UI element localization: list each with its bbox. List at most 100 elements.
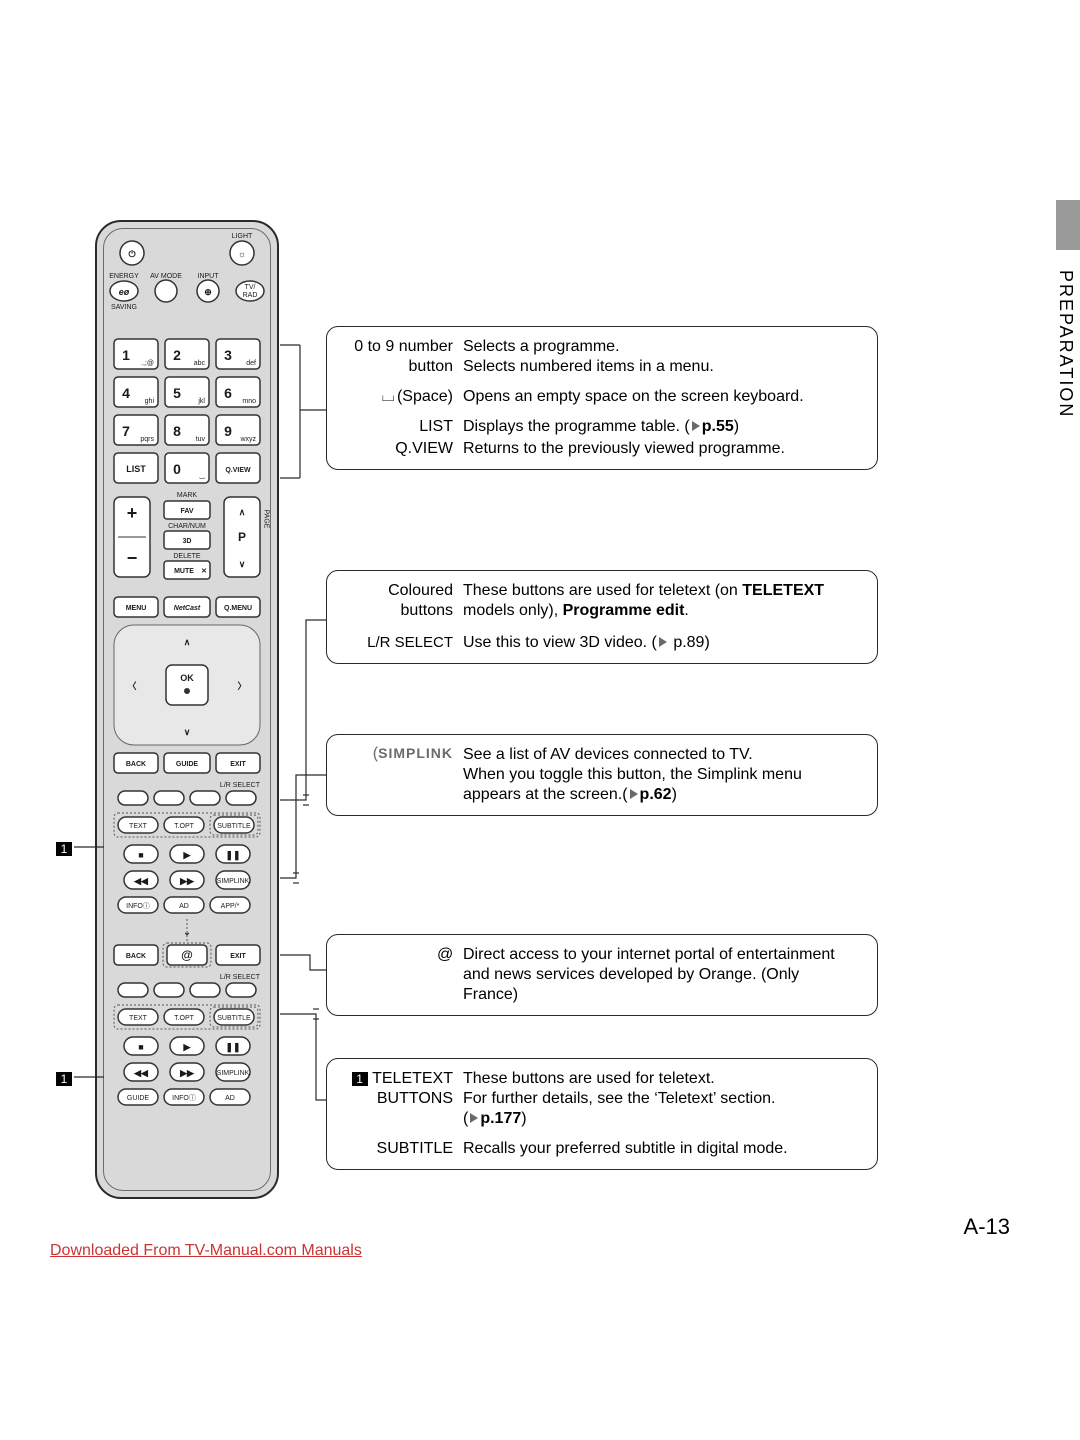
svg-text:✕: ✕ xyxy=(201,568,207,575)
callout-badge-1a: 1 xyxy=(56,840,72,858)
svg-text:▶▶: ▶▶ xyxy=(179,1068,195,1078)
svg-text:3: 3 xyxy=(224,347,232,363)
svg-text:3D: 3D xyxy=(183,538,192,545)
svg-text:BACK: BACK xyxy=(126,761,146,768)
list-desc: Displays the programme table. (p.55) xyxy=(463,417,739,437)
green-key xyxy=(154,791,184,805)
simplink-label: (SIMPLINK xyxy=(337,745,463,763)
svg-text:SIMPLINK: SIMPLINK xyxy=(217,1070,250,1077)
lrselect-label: L/R SELECT xyxy=(337,633,463,653)
teletext-label: 1 TELETEXT BUTTONS xyxy=(337,1069,463,1109)
svg-text:jkl: jkl xyxy=(197,398,205,405)
svg-text:EXIT: EXIT xyxy=(230,953,246,960)
svg-text:pqrs: pqrs xyxy=(140,436,154,443)
coloured-desc: These buttons are used for teletext (on … xyxy=(463,581,867,621)
avmode-button xyxy=(155,280,177,302)
svg-text:CHAR/NUM: CHAR/NUM xyxy=(168,523,206,530)
svg-text:ghi: ghi xyxy=(145,398,155,405)
svg-text:NetCast: NetCast xyxy=(174,605,201,612)
dpad-right: 〉 xyxy=(237,681,246,691)
remote-control: ⏻ ☼ LIGHT ENERGY AV MODE INPUT eø ⊕ TV/ … xyxy=(95,220,279,1199)
teletext-desc: These buttons are used for teletext. For… xyxy=(463,1069,775,1129)
ok-button xyxy=(166,665,208,705)
svg-text:SUBTITLE: SUBTITLE xyxy=(217,1015,251,1022)
svg-text:❚❚: ❚❚ xyxy=(225,850,240,861)
page-number: A-13 xyxy=(964,1214,1010,1240)
svg-text:MENU: MENU xyxy=(126,605,147,612)
svg-text:L/R SELECT: L/R SELECT xyxy=(220,974,261,981)
svg-text:APP/*: APP/* xyxy=(221,903,240,910)
svg-text:SUBTITLE: SUBTITLE xyxy=(217,823,251,830)
subtitle-desc: Recalls your preferred subtitle in digit… xyxy=(463,1139,788,1159)
energy-icon: eø xyxy=(119,287,130,297)
saving-label: SAVING xyxy=(111,304,137,311)
remote-inner: ⏻ ☼ LIGHT ENERGY AV MODE INPUT eø ⊕ TV/ … xyxy=(103,228,271,1191)
number-btn-label: 0 to 9 number button xyxy=(337,337,463,377)
svg-text:⌴: ⌴ xyxy=(199,474,205,481)
svg-text:AD: AD xyxy=(225,1095,235,1102)
svg-text:Q.MENU: Q.MENU xyxy=(224,605,252,612)
svg-text:Q.VIEW: Q.VIEW xyxy=(225,467,251,474)
svg-text:∨: ∨ xyxy=(239,559,246,569)
svg-text:AD: AD xyxy=(179,903,189,910)
section-label: PREPARATION xyxy=(1055,270,1076,418)
subtitle-label: SUBTITLE xyxy=(337,1139,463,1159)
svg-text:@: @ xyxy=(181,948,193,962)
svg-text:2: 2 xyxy=(173,347,181,363)
download-footer-link[interactable]: Downloaded From TV-Manual.com Manuals xyxy=(50,1242,362,1260)
red-key xyxy=(118,791,148,805)
triangle-icon xyxy=(692,421,700,431)
list-label: LIST xyxy=(337,417,463,437)
power-icon: ⏻ xyxy=(128,249,136,259)
dpad-down: ∨ xyxy=(184,727,191,737)
svg-text:∧: ∧ xyxy=(239,507,246,517)
svg-text:◀◀: ◀◀ xyxy=(133,1068,149,1078)
yellow-key xyxy=(190,791,220,805)
svg-text:SIMPLINK: SIMPLINK xyxy=(217,878,250,885)
svg-text:9: 9 xyxy=(224,423,232,439)
qview-label: Q.VIEW xyxy=(337,439,463,459)
input-icon: ⊕ xyxy=(204,287,212,297)
svg-text:8: 8 xyxy=(173,423,181,439)
svg-text:tuv: tuv xyxy=(196,436,206,443)
simplink-desc: See a list of AV devices connected to TV… xyxy=(463,745,802,805)
blue-key xyxy=(226,791,256,805)
svg-text:7: 7 xyxy=(122,423,130,439)
light-label: LIGHT xyxy=(232,233,253,240)
svg-text:5: 5 xyxy=(173,385,181,401)
svg-text:LIST: LIST xyxy=(126,464,146,474)
keypad: 1 .,;@ 2 abc 3 def 4 ghi 5 jkl 6 xyxy=(114,339,260,483)
dpad-up: ∧ xyxy=(184,637,191,647)
space-btn-label: ⌴ (Space) xyxy=(337,387,463,407)
input-label: INPUT xyxy=(198,273,220,280)
svg-text:FAV: FAV xyxy=(180,508,193,515)
callout-at: @ Direct access to your internet portal … xyxy=(326,934,878,1016)
svg-text:TEXT: TEXT xyxy=(129,823,148,830)
svg-text:OK: OK xyxy=(180,673,194,683)
manual-page: PREPARATION ⏻ ☼ LIGHT ENERGY AV MODE INP… xyxy=(0,0,1080,1440)
coloured-label: Coloured buttons xyxy=(337,581,463,621)
svg-text:MUTE: MUTE xyxy=(174,568,194,575)
light-icon: ☼ xyxy=(238,249,246,259)
svg-text:❚❚: ❚❚ xyxy=(225,1042,240,1053)
qview-desc: Returns to the previously viewed program… xyxy=(463,439,785,459)
svg-text:+: + xyxy=(127,503,138,523)
svg-text:▶▶: ▶▶ xyxy=(179,876,195,886)
svg-text:4: 4 xyxy=(122,385,130,401)
svg-text:■: ■ xyxy=(138,1042,143,1052)
svg-text:DELETE: DELETE xyxy=(173,553,201,560)
remote-svg: ⏻ ☼ LIGHT ENERGY AV MODE INPUT eø ⊕ TV/ … xyxy=(104,229,270,1190)
page-edge-tab xyxy=(1056,200,1080,250)
at-desc: Direct access to your internet portal of… xyxy=(463,945,835,1005)
svg-text:L/R SELECT: L/R SELECT xyxy=(220,782,261,789)
svg-text:◀◀: ◀◀ xyxy=(133,876,149,886)
space-btn-desc: Opens an empty space on the screen keybo… xyxy=(463,387,804,407)
svg-text:▶: ▶ xyxy=(183,1042,192,1052)
svg-text:6: 6 xyxy=(224,385,232,401)
svg-text:P: P xyxy=(238,530,246,544)
svg-text:▶: ▶ xyxy=(183,850,192,860)
callout-badge-1b: 1 xyxy=(56,1070,72,1088)
svg-text:T.OPT: T.OPT xyxy=(174,823,195,830)
tvrad-l1: TV/ xyxy=(245,284,256,291)
tvrad-l2: RAD xyxy=(243,292,258,299)
